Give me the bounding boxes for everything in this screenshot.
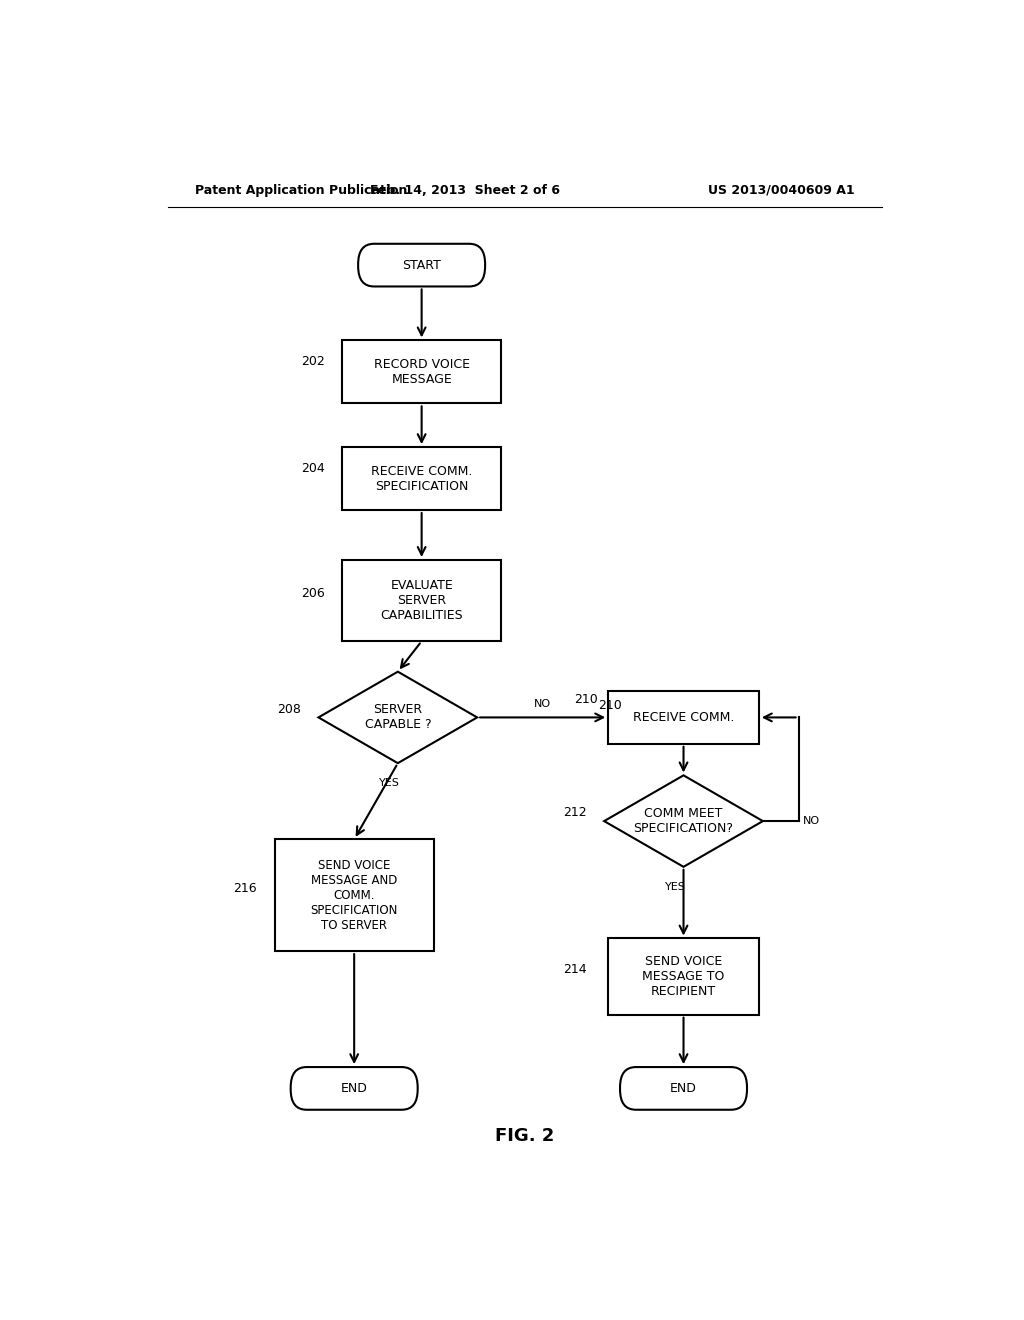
Text: FIG. 2: FIG. 2 xyxy=(496,1127,554,1146)
Text: 214: 214 xyxy=(563,964,587,975)
Text: RECORD VOICE
MESSAGE: RECORD VOICE MESSAGE xyxy=(374,358,470,385)
Text: RECEIVE COMM.: RECEIVE COMM. xyxy=(633,711,734,723)
Text: 216: 216 xyxy=(232,882,257,895)
Text: NO: NO xyxy=(803,816,819,826)
Polygon shape xyxy=(318,672,477,763)
FancyBboxPatch shape xyxy=(620,1067,748,1110)
Bar xyxy=(342,447,501,510)
Text: 206: 206 xyxy=(301,587,325,599)
Text: EVALUATE
SERVER
CAPABILITIES: EVALUATE SERVER CAPABILITIES xyxy=(380,579,463,622)
Text: SEND VOICE
MESSAGE TO
RECIPIENT: SEND VOICE MESSAGE TO RECIPIENT xyxy=(642,956,725,998)
FancyBboxPatch shape xyxy=(291,1067,418,1110)
Bar xyxy=(274,840,433,952)
Text: 208: 208 xyxy=(278,702,301,715)
Text: 210: 210 xyxy=(598,700,622,711)
Text: END: END xyxy=(341,1082,368,1094)
Text: 202: 202 xyxy=(301,355,325,368)
Text: 210: 210 xyxy=(574,693,598,706)
Text: Patent Application Publication: Patent Application Publication xyxy=(196,183,408,197)
Text: COMM MEET
SPECIFICATION?: COMM MEET SPECIFICATION? xyxy=(634,807,733,836)
Bar xyxy=(342,560,501,642)
Text: 212: 212 xyxy=(563,807,587,820)
Text: Feb. 14, 2013  Sheet 2 of 6: Feb. 14, 2013 Sheet 2 of 6 xyxy=(371,183,560,197)
Text: US 2013/0040609 A1: US 2013/0040609 A1 xyxy=(708,183,854,197)
Text: YES: YES xyxy=(380,779,400,788)
Text: SEND VOICE
MESSAGE AND
COMM.
SPECIFICATION
TO SERVER: SEND VOICE MESSAGE AND COMM. SPECIFICATI… xyxy=(310,859,398,932)
Text: END: END xyxy=(670,1082,697,1094)
Polygon shape xyxy=(604,775,763,867)
Text: 204: 204 xyxy=(301,462,325,475)
Bar xyxy=(608,690,759,744)
Text: NO: NO xyxy=(535,700,551,709)
Text: SERVER
CAPABLE ?: SERVER CAPABLE ? xyxy=(365,704,431,731)
FancyBboxPatch shape xyxy=(358,244,485,286)
Text: START: START xyxy=(402,259,441,272)
Text: YES: YES xyxy=(666,882,686,892)
Bar xyxy=(608,939,759,1015)
Text: RECEIVE COMM.
SPECIFICATION: RECEIVE COMM. SPECIFICATION xyxy=(371,465,472,492)
Bar xyxy=(342,341,501,404)
